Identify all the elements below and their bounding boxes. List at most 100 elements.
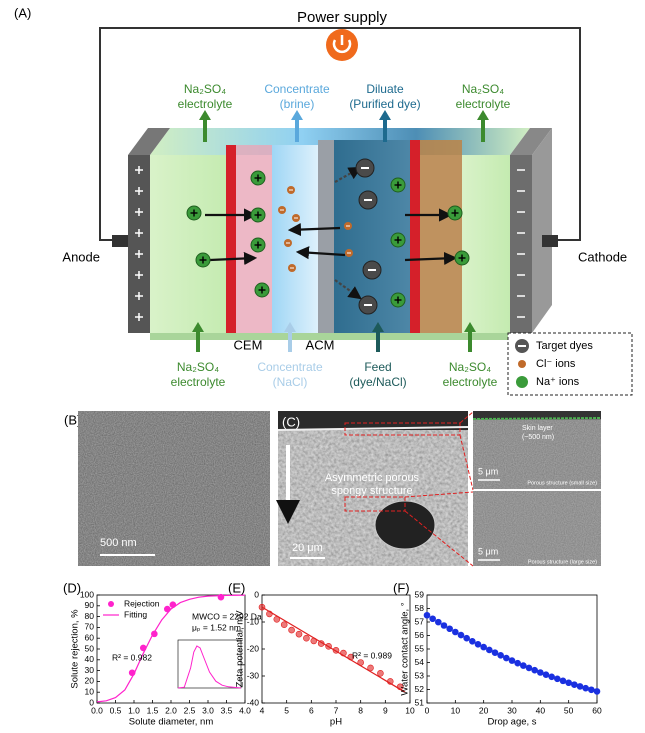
anode-label: Anode [62, 249, 100, 264]
y-axis-label: Solute rejection, % [70, 609, 81, 689]
data-point [303, 634, 310, 642]
data-point [457, 631, 465, 639]
sem-background [278, 411, 468, 430]
plot-frame [426, 594, 598, 704]
stream-label: Na₂SO₄ [184, 82, 226, 96]
anode-plate [128, 155, 150, 333]
x-tick-label: 0.5 [110, 705, 122, 715]
data-point [503, 654, 510, 662]
y-tick-label: 57 [415, 616, 425, 626]
data-point [548, 673, 555, 681]
inset-caption: Porous structure (large size) [528, 559, 597, 565]
flow-arrow-head [464, 322, 476, 332]
data-point [423, 611, 431, 619]
stream-label: (NaCl) [273, 375, 308, 389]
cathode-terminal [542, 235, 558, 247]
x-tick-label: 60 [592, 705, 602, 715]
legend-na [516, 376, 528, 388]
y-tick-label: 90 [85, 600, 95, 610]
x-tick-label: 5 [284, 705, 289, 715]
y-tick-label: 100 [80, 589, 94, 599]
data-point [440, 622, 448, 629]
scale-bar-label: 5 μm [478, 466, 498, 476]
legend-marker [108, 601, 114, 607]
stream-label: Diluate [366, 82, 404, 96]
x-tick-label: 10 [451, 705, 461, 715]
data-point [474, 640, 482, 648]
concentrate-chamber [272, 145, 322, 333]
flow-arrow-head [291, 110, 303, 120]
legend-label: Na⁺ ions [536, 376, 580, 388]
x-tick-label: 1.5 [147, 705, 159, 715]
annotation: R² = 0.989 [352, 650, 392, 660]
cem-membrane [226, 145, 236, 333]
x-tick-label: 3.0 [202, 705, 214, 715]
data-point [554, 675, 561, 683]
cathode-label: Cathode [578, 249, 627, 264]
sem-texture [473, 491, 601, 566]
x-tick-label: 30 [507, 705, 517, 715]
x-tick-label: 0 [425, 705, 430, 715]
legend-label: Target dyes [536, 340, 593, 352]
y-tick-label: 55 [415, 643, 425, 653]
annotation: spongy structure [331, 485, 412, 497]
x-tick-label: 7 [334, 705, 339, 715]
data-point [295, 630, 303, 638]
y-axis-label: Water contact angle, ° [400, 602, 411, 695]
circuit-wire [99, 27, 581, 241]
legend-label: Fitting [124, 609, 147, 619]
acm-membrane [318, 140, 334, 333]
inset-title: Skin layer [522, 425, 553, 432]
inset-frame [177, 639, 242, 689]
x-tick-label: 40 [536, 705, 546, 715]
zoom-box [344, 496, 406, 512]
x-tick-label: 3.5 [221, 705, 233, 715]
data-point [377, 669, 384, 677]
stream-label: electrolyte [456, 97, 511, 111]
stream-label: (brine) [280, 97, 315, 111]
ion-layer [135, 158, 525, 321]
stream-label: Na₂SO₄ [462, 82, 504, 96]
y-tick-label: 20 [85, 676, 95, 686]
cathode-plate [510, 155, 532, 333]
stream-label: Concentrate [257, 360, 323, 374]
data-point [565, 679, 572, 687]
y-tick-label: 52 [415, 684, 425, 694]
x-axis-label: pH [330, 717, 342, 728]
data-point [508, 657, 516, 664]
data-point [514, 659, 521, 667]
data-point [571, 681, 578, 688]
data-point [497, 652, 504, 659]
data-point [469, 638, 476, 645]
panel-label: (E) [228, 580, 245, 595]
y-tick-label: 80 [85, 611, 95, 621]
data-point [531, 666, 538, 674]
panel-label: (D) [63, 580, 81, 595]
sem-texture [278, 430, 468, 566]
ion-arrow [295, 246, 346, 260]
stream-label: (Purified dye) [349, 97, 420, 111]
flow-arrow-head [379, 110, 391, 120]
panel-label: (C) [282, 414, 300, 429]
y-tick-label: 0 [89, 697, 94, 707]
skin-layer [472, 417, 602, 420]
scale-bar-label: 5 μm [478, 546, 498, 556]
data-point [491, 649, 499, 656]
y-tick-label: 56 [415, 630, 425, 640]
annotation: MWCO = 2292 Da [192, 611, 262, 621]
sem-texture [473, 420, 601, 489]
y-tick-label: 59 [415, 589, 425, 599]
x-axis-label: Solute diameter, nm [129, 717, 214, 728]
x-tick-label: 20 [479, 705, 489, 715]
data-point [446, 625, 453, 633]
data-point [520, 662, 527, 669]
inset-caption: Porous structure (small size) [527, 480, 597, 486]
stream-label: electrolyte [171, 375, 226, 389]
power-icon [332, 39, 352, 54]
annotation: μₚ = 1.52 nm [192, 622, 241, 632]
x-tick-label: 9 [383, 705, 388, 715]
data-point [463, 634, 470, 642]
zoom-box [344, 422, 461, 436]
acm-label: ACM [306, 337, 335, 352]
